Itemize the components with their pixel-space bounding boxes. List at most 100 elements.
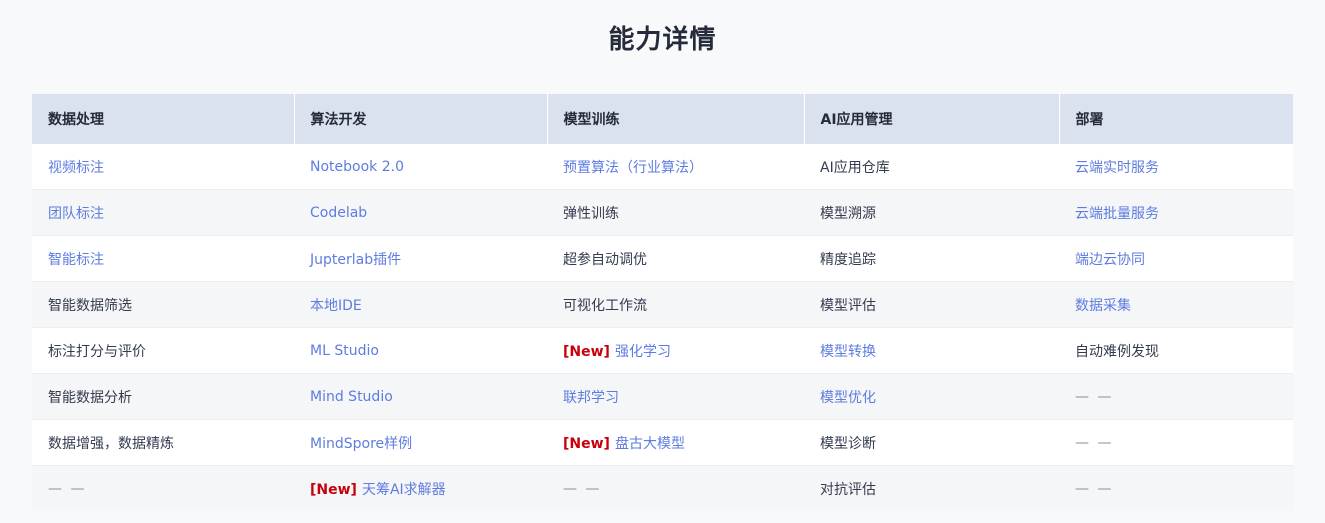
cell-link[interactable]: 强化学习	[614, 343, 671, 360]
table-cell: 联邦学习	[547, 373, 804, 420]
table-cell: 预置算法（行业算法）	[547, 144, 804, 190]
table-cell: 超参自动调优	[547, 235, 804, 282]
cell-link[interactable]: 联邦学习	[563, 389, 619, 406]
cell-link[interactable]: 盘古大模型	[614, 435, 685, 452]
new-badge: [New]	[563, 435, 610, 452]
table-cell: 数据采集	[1059, 281, 1293, 328]
empty-placeholder: — —	[1075, 434, 1114, 451]
table-row: 智能标注 Jupterlab插件 超参自动调优 精度追踪 端边云协同	[32, 235, 1293, 282]
cell-text: 标注打分与评价	[48, 343, 146, 360]
table-cell: 模型诊断	[804, 419, 1059, 466]
cell-link[interactable]: Notebook 2.0	[310, 158, 404, 175]
table-cell: 智能数据筛选	[32, 281, 294, 328]
table-row: 标注打分与评价 ML Studio [New] 强化学习 模型转换 自动难例发现	[32, 327, 1293, 374]
table-cell: 自动难例发现	[1059, 327, 1293, 374]
cell-text: 模型溯源	[820, 205, 876, 222]
column-header-deployment: 部署	[1059, 94, 1293, 144]
table-cell: 模型评估	[804, 281, 1059, 328]
cell-text: 自动难例发现	[1075, 343, 1159, 360]
cell-link[interactable]: 预置算法（行业算法）	[563, 159, 703, 176]
table-cell: 可视化工作流	[547, 281, 804, 328]
cell-text: 模型评估	[820, 297, 876, 314]
table-cell: 模型优化	[804, 373, 1059, 420]
empty-placeholder: — —	[1075, 388, 1114, 405]
cell-text: 可视化工作流	[563, 297, 647, 314]
table-cell: 模型转换	[804, 327, 1059, 374]
cell-link[interactable]: 本地IDE	[310, 297, 362, 314]
cell-text: 弹性训练	[563, 205, 619, 222]
column-header-algorithm-development: 算法开发	[294, 94, 548, 144]
table-cell: Codelab	[294, 189, 547, 236]
cell-link[interactable]: Mind Studio	[310, 388, 393, 405]
cell-text: 超参自动调优	[563, 251, 647, 268]
table-cell: 视频标注	[32, 144, 294, 190]
cell-link[interactable]: 模型优化	[820, 389, 876, 406]
cell-link[interactable]: 数据采集	[1075, 297, 1131, 314]
empty-placeholder: — —	[563, 480, 602, 497]
cell-link[interactable]: MindSpore样例	[310, 435, 413, 452]
table-header: 数据处理 算法开发 模型训练 AI应用管理 部署	[32, 94, 1293, 144]
cell-link[interactable]: 天筹AI求解器	[361, 481, 446, 498]
table-cell: 精度追踪	[804, 235, 1059, 282]
cell-text: 智能数据分析	[48, 389, 132, 406]
table-cell: AI应用仓库	[804, 144, 1059, 190]
table-cell: 团队标注	[32, 189, 294, 236]
table-cell: MindSpore样例	[294, 419, 547, 466]
table-row: 视频标注 Notebook 2.0 预置算法（行业算法） AI应用仓库 云端实时服务	[32, 144, 1293, 190]
table-cell: — —	[1059, 465, 1293, 511]
table-cell: 数据增强，数据精炼	[32, 419, 294, 466]
table-row: 数据增强，数据精炼 MindSpore样例 [New] 盘古大模型 模型诊断 — —	[32, 419, 1293, 466]
cell-text: 精度追踪	[820, 251, 876, 268]
table-cell: 云端批量服务	[1059, 189, 1293, 236]
table-cell: 本地IDE	[294, 281, 547, 328]
empty-placeholder: — —	[1075, 480, 1114, 497]
page-title: 能力详情	[608, 25, 717, 55]
cell-link[interactable]: 云端批量服务	[1075, 205, 1159, 222]
cell-link[interactable]: ML Studio	[310, 342, 379, 359]
table-cell: 端边云协同	[1059, 235, 1293, 282]
table-cell: 标注打分与评价	[32, 327, 294, 374]
new-badge: [New]	[310, 481, 357, 498]
table-header-row: 数据处理 算法开发 模型训练 AI应用管理 部署	[32, 94, 1293, 144]
table-row: — — [New] 天筹AI求解器 — — 对抗评估 — —	[32, 465, 1293, 511]
table-cell: 云端实时服务	[1059, 144, 1293, 190]
column-header-ai-app-management: AI应用管理	[804, 94, 1060, 144]
table-row: 智能数据分析 Mind Studio 联邦学习 模型优化 — —	[32, 373, 1293, 420]
cell-text: 对抗评估	[820, 481, 876, 498]
new-badge: [New]	[563, 343, 610, 360]
table-cell: [New] 强化学习	[547, 327, 804, 374]
table-cell: 模型溯源	[804, 189, 1059, 236]
table-cell: 对抗评估	[804, 465, 1059, 511]
table-cell: ML Studio	[294, 327, 547, 374]
cell-link[interactable]: 智能标注	[48, 251, 104, 268]
empty-placeholder: — —	[48, 480, 87, 497]
table-cell: — —	[32, 465, 294, 511]
table-cell: [New] 盘古大模型	[547, 419, 804, 466]
table-cell: 智能数据分析	[32, 373, 294, 420]
cell-text: 数据增强，数据精炼	[48, 435, 174, 452]
capability-table: 数据处理 算法开发 模型训练 AI应用管理 部署 视频标注 Notebook 2.…	[32, 94, 1293, 511]
cell-text: AI应用仓库	[820, 159, 890, 176]
table-cell: Jupterlab插件	[294, 235, 547, 282]
cell-link[interactable]: 模型转换	[820, 343, 876, 360]
column-header-model-training: 模型训练	[547, 94, 805, 144]
table-row: 团队标注 Codelab 弹性训练 模型溯源 云端批量服务	[32, 189, 1293, 236]
cell-text: 智能数据筛选	[48, 297, 132, 314]
table-cell: 智能标注	[32, 235, 294, 282]
cell-link[interactable]: Codelab	[310, 204, 368, 221]
cell-link[interactable]: 视频标注	[48, 159, 104, 176]
cell-link[interactable]: 云端实时服务	[1075, 159, 1159, 176]
cell-link[interactable]: Jupterlab插件	[310, 251, 402, 268]
cell-text: 模型诊断	[820, 435, 876, 452]
table-cell: Mind Studio	[294, 373, 547, 420]
table-cell: Notebook 2.0	[294, 144, 547, 190]
cell-link[interactable]: 团队标注	[48, 205, 104, 222]
table-row: 智能数据筛选 本地IDE 可视化工作流 模型评估 数据采集	[32, 281, 1293, 328]
capability-table-container: 数据处理 算法开发 模型训练 AI应用管理 部署 视频标注 Notebook 2.…	[32, 94, 1293, 511]
cell-link[interactable]: 端边云协同	[1075, 251, 1145, 268]
table-cell: — —	[1059, 373, 1293, 420]
table-body: 视频标注 Notebook 2.0 预置算法（行业算法） AI应用仓库 云端实时服务团队…	[32, 144, 1293, 511]
column-header-data-processing: 数据处理	[32, 94, 295, 144]
table-cell: [New] 天筹AI求解器	[294, 465, 547, 511]
